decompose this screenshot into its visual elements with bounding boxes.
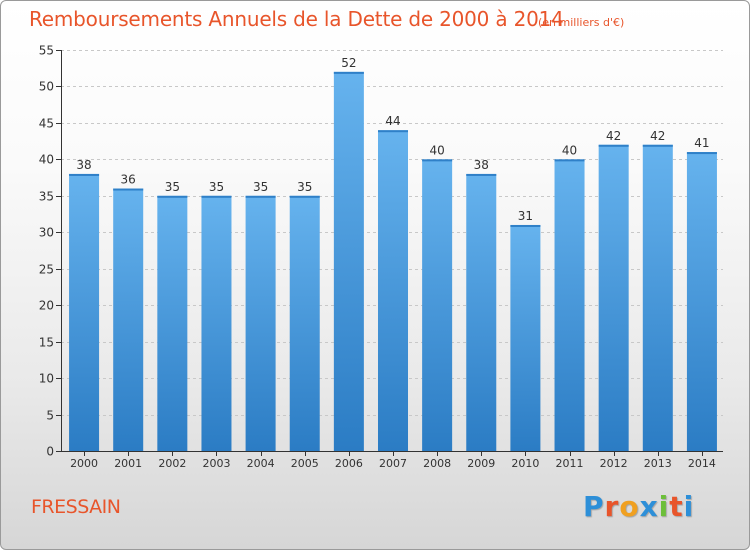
data-label: 40 <box>562 143 577 157</box>
data-label: 35 <box>165 180 180 194</box>
x-tick-label: 2010 <box>511 457 539 470</box>
bar-top-edge <box>113 188 144 191</box>
axes: 0 5 10 15 20 25 30 35 40 45 50 55 2000 2001 2002 2003 20… <box>39 44 723 470</box>
y-tick-label: 50 <box>39 80 54 94</box>
data-label: 35 <box>253 180 268 194</box>
x-tick-label: 2004 <box>247 457 275 470</box>
y-tick-label: 30 <box>39 226 54 240</box>
bar <box>157 195 188 451</box>
chart-title: Remboursements Annuels de la Dette de 20… <box>29 7 564 31</box>
bar-top-edge <box>289 195 320 198</box>
x-tick-label: 2011 <box>556 457 584 470</box>
x-tick-label: 2006 <box>335 457 363 470</box>
bar-top-edge <box>201 195 232 198</box>
bar <box>686 152 717 451</box>
data-label: 42 <box>606 129 621 143</box>
data-label: 40 <box>429 143 444 157</box>
bar-top-edge <box>510 224 541 227</box>
bar <box>422 159 453 451</box>
x-tick-label: 2005 <box>291 457 319 470</box>
data-label: 36 <box>121 173 136 187</box>
bar-top-edge <box>69 173 100 176</box>
bar <box>642 144 673 452</box>
bar <box>201 195 232 451</box>
logo-letter: P <box>583 490 605 523</box>
proxiti-logo[interactable]: Proxiti <box>583 490 694 523</box>
bar <box>289 195 320 451</box>
bar-top-edge <box>466 173 497 176</box>
bar <box>333 71 364 451</box>
data-label: 52 <box>341 56 356 70</box>
x-tick-label: 2001 <box>114 457 142 470</box>
y-tick-label: 40 <box>39 153 54 167</box>
bar <box>554 159 585 451</box>
x-tick-label: 2014 <box>688 457 716 470</box>
y-tick-label: 5 <box>46 409 54 423</box>
chart-subtitle: (en milliers d'€) <box>538 16 625 29</box>
x-tick-label: 2007 <box>379 457 407 470</box>
logo-letter: x <box>639 490 659 523</box>
data-label: 31 <box>518 209 533 223</box>
data-label: 35 <box>297 180 312 194</box>
x-tick-label: 2002 <box>158 457 186 470</box>
x-tick-label: 2013 <box>644 457 672 470</box>
y-tick-label: 15 <box>39 336 54 350</box>
data-label: 38 <box>76 158 91 172</box>
logo-letter: t <box>669 490 684 523</box>
y-tick-label: 55 <box>39 44 54 58</box>
bar <box>245 195 276 451</box>
bar <box>113 188 144 451</box>
bar-top-edge <box>422 159 453 162</box>
data-label: 38 <box>474 158 489 172</box>
logo-letter: r <box>604 490 620 523</box>
bar-top-edge <box>333 71 364 74</box>
bar-top-edge <box>554 159 585 162</box>
bar <box>510 224 541 451</box>
data-label: 44 <box>385 114 400 128</box>
y-tick-label: 25 <box>39 263 54 277</box>
logo-letter: o <box>619 490 640 523</box>
bar-top-edge <box>686 152 717 155</box>
bars <box>69 71 717 452</box>
x-tick-label: 2003 <box>202 457 230 470</box>
data-label: 35 <box>209 180 224 194</box>
bar-top-edge <box>598 144 629 147</box>
bar-top-edge <box>245 195 276 198</box>
location-name: FRESSAIN <box>31 496 121 518</box>
data-label: 42 <box>650 129 665 143</box>
bar <box>69 173 100 452</box>
y-tick-label: 45 <box>39 117 54 131</box>
y-tick-label: 10 <box>39 372 54 386</box>
bar <box>466 173 497 452</box>
bar <box>598 144 629 452</box>
x-tick-label: 2009 <box>467 457 495 470</box>
data-label: 41 <box>694 136 709 150</box>
x-tick-label: 2000 <box>70 457 98 470</box>
y-tick-label: 20 <box>39 299 54 313</box>
logo-letter: i <box>683 490 695 523</box>
y-tick-label: 0 <box>46 445 54 459</box>
x-tick-label: 2008 <box>423 457 451 470</box>
bar-top-edge <box>157 195 188 198</box>
y-tick-label: 35 <box>39 190 54 204</box>
logo-letter: i <box>658 490 670 523</box>
bar-top-edge <box>377 130 409 133</box>
x-tick-label: 2012 <box>600 457 628 470</box>
bar-top-edge <box>642 144 673 147</box>
bar <box>377 130 409 451</box>
data-labels: 38 36 35 35 35 35 52 44 40 38 31 40 42 42 41 <box>76 56 709 223</box>
